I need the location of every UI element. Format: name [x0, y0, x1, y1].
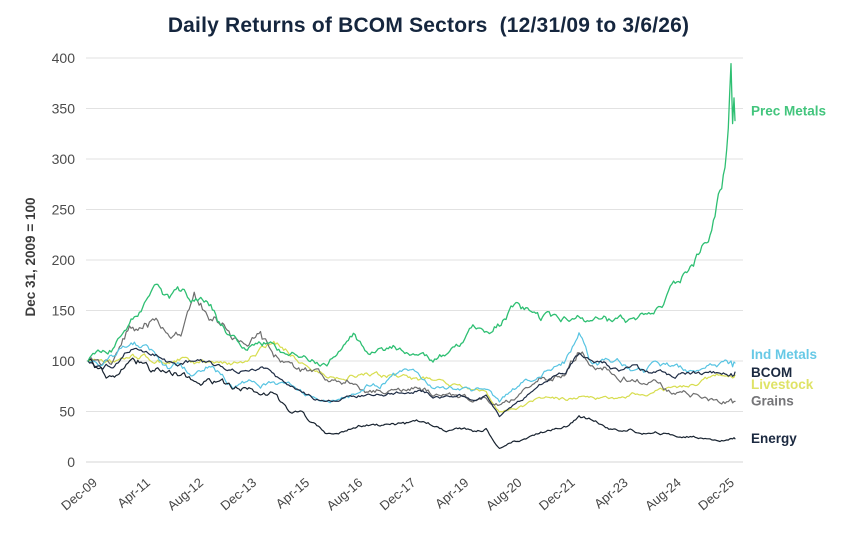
x-tick-label-Apr-19: Apr-19	[432, 475, 472, 512]
series-label-prec_metals: Prec Metals	[751, 104, 826, 119]
series-line-prec_metals	[87, 62, 736, 367]
x-tick-label-Dec-09: Dec-09	[58, 475, 100, 513]
series-line-grains	[87, 291, 736, 406]
y-tick-label-150: 150	[52, 303, 76, 319]
chart-title: Daily Returns of BCOM Sectors (12/31/09 …	[167, 14, 690, 37]
series-label-bcom: BCOM	[751, 365, 792, 380]
series-label-livestock: Livestock	[751, 377, 814, 392]
y-tick-label-300: 300	[52, 151, 76, 167]
y-tick-label-50: 50	[59, 404, 75, 420]
series-line-bcom	[87, 347, 736, 418]
y-tick-label-250: 250	[52, 202, 76, 218]
series-label-grains: Grains	[751, 393, 794, 408]
y-tick-label-200: 200	[52, 252, 76, 268]
x-tick-label-Apr-15: Apr-15	[273, 475, 313, 512]
series-label-ind_metals: Ind Metals	[751, 347, 817, 362]
x-tick-label-Dec-21: Dec-21	[536, 475, 578, 513]
x-tick-label-Dec-13: Dec-13	[217, 475, 259, 513]
x-tick-label-Aug-24: Aug-24	[642, 475, 684, 513]
x-tick-label-Aug-20: Aug-20	[483, 475, 525, 513]
x-tick-label-Dec-25: Dec-25	[695, 475, 737, 513]
x-tick-label-Aug-12: Aug-12	[164, 475, 206, 513]
series-line-energy	[87, 357, 736, 449]
y-tick-label-0: 0	[67, 454, 75, 470]
y-tick-label-350: 350	[52, 101, 76, 117]
x-tick-label-Aug-16: Aug-16	[324, 475, 366, 513]
x-tick-label-Apr-11: Apr-11	[114, 475, 153, 511]
y-tick-label-400: 400	[52, 50, 76, 66]
series-line-livestock	[87, 340, 736, 413]
x-tick-label-Dec-17: Dec-17	[377, 475, 419, 513]
series-line-ind_metals	[87, 332, 736, 404]
y-tick-label-100: 100	[52, 353, 76, 369]
x-tick-label-Apr-23: Apr-23	[591, 475, 631, 512]
series-label-energy: Energy	[751, 431, 797, 446]
